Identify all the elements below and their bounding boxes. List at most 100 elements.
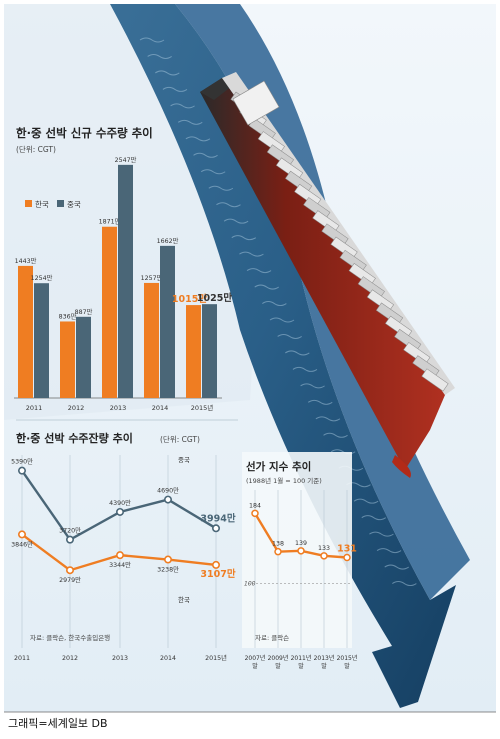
index-point-4 — [343, 553, 351, 562]
wave-stroke — [376, 548, 402, 554]
container-row — [366, 289, 395, 313]
line-point-china-0 — [17, 466, 26, 475]
bar-label-korea-0: 1443만 — [15, 256, 37, 265]
index-tick-year-4: 2015년 — [337, 654, 358, 662]
line-label-china-2: 4390만 — [109, 498, 131, 507]
bar-chart-unit: (단위: CGT) — [16, 144, 56, 154]
container-row — [266, 144, 295, 168]
index-point-2 — [297, 547, 305, 555]
index-tick-year-3: 2013년 — [314, 654, 335, 662]
index-point-1 — [274, 547, 282, 556]
container-row — [412, 355, 440, 379]
bar-label-china-1: 887만 — [75, 307, 93, 316]
line-point-china-2 — [116, 507, 125, 516]
wave-stroke — [353, 498, 379, 504]
bar-tick-2: 2013 — [110, 404, 127, 412]
line-point-korea-4 — [212, 560, 221, 569]
wave-stroke — [246, 268, 272, 274]
container-row — [403, 342, 431, 366]
index-chart-source: 자료: 클락슨 — [255, 633, 289, 642]
wave-stroke — [392, 581, 417, 587]
wave-stroke — [223, 218, 249, 224]
credit-text: 그래픽=세계일보 DB — [8, 716, 108, 730]
wave-stroke — [239, 251, 264, 257]
wave-stroke — [147, 53, 172, 59]
line-label-china-1: 3720만 — [59, 526, 81, 535]
legend-label-korea: 한국 — [35, 200, 49, 209]
line-chart-unit: (단위: CGT) — [160, 434, 200, 444]
wave-stroke — [285, 350, 310, 356]
wave-stroke — [254, 284, 279, 290]
wave-stroke — [139, 37, 165, 43]
wave-stroke — [300, 383, 325, 389]
line-tick-1: 2012 — [62, 655, 78, 662]
wave-stroke — [323, 432, 348, 438]
index-label-0: 184 — [249, 502, 261, 509]
container-row — [357, 276, 385, 300]
line-label-korea-1: 2979만 — [59, 575, 81, 584]
bar-china-2 — [118, 164, 133, 398]
wave-stroke — [200, 169, 226, 175]
line-tick-2: 2013 — [112, 655, 128, 662]
line-point-korea-0 — [17, 530, 26, 539]
bar-korea-2 — [102, 226, 117, 398]
line-point-china-3 — [164, 495, 173, 504]
wave-stroke — [177, 119, 203, 125]
wave-stroke — [307, 399, 333, 405]
container-row — [339, 249, 367, 273]
down-arrow — [110, 4, 456, 708]
bar-china-1 — [76, 316, 91, 398]
line-chart-source: 자료: 클락슨, 한국수출입은행 — [30, 633, 110, 642]
wave-stroke — [369, 531, 394, 537]
wave-stroke — [208, 185, 234, 191]
wave-stroke — [162, 86, 188, 92]
bar-china-0 — [34, 283, 49, 398]
legend-label-china: 중국 — [67, 200, 81, 209]
index-point-0 — [251, 509, 259, 518]
bridge-tower — [232, 80, 280, 126]
index-chart-subtitle: (1988년 1월 = 100 기준) — [246, 476, 322, 485]
wave-stroke — [231, 235, 257, 241]
wave-texture — [139, 37, 417, 587]
index-tick-month-4: 말 — [344, 662, 350, 670]
bar-label-china-2: 2547만 — [115, 155, 137, 164]
container-row — [421, 368, 449, 392]
container-ship — [200, 72, 455, 478]
line-label-korea-0: 3846만 — [11, 539, 33, 548]
container-row — [321, 223, 349, 247]
container-row — [385, 315, 413, 339]
container-row — [294, 183, 322, 207]
line-tick-0: 2011 — [14, 655, 30, 662]
line-point-china-4 — [212, 524, 221, 533]
line-tick-4: 2015년 — [205, 653, 227, 662]
bar-tick-3: 2014 — [152, 404, 169, 412]
line-chart-title: 한·중 선박 수주잔량 추이 — [16, 431, 133, 445]
wave-stroke — [361, 515, 387, 521]
bar-tick-0: 2011 — [26, 404, 43, 412]
container-row — [394, 328, 422, 352]
wave-stroke — [185, 136, 211, 142]
line-label-korea-3: 3238만 — [157, 565, 179, 574]
wave-stroke — [216, 202, 241, 208]
wave-stroke — [193, 152, 218, 158]
line-series-name-china: 중국 — [178, 456, 190, 464]
container-row — [303, 197, 331, 221]
bulbous-bow — [392, 455, 411, 478]
wave-stroke — [384, 564, 409, 570]
wave-stroke — [315, 416, 341, 422]
index-tick-month-2: 말 — [298, 662, 304, 670]
container-row — [257, 131, 285, 155]
line-point-korea-3 — [164, 555, 173, 564]
container-row — [275, 157, 304, 181]
index-label-3: 133 — [318, 545, 330, 552]
index-tick-month-3: 말 — [321, 662, 327, 670]
line-label-china-0: 5390만 — [11, 457, 33, 466]
bar-korea-1 — [60, 321, 75, 398]
bar-label-china-3: 1662만 — [157, 236, 179, 245]
bar-china-3 — [160, 245, 175, 398]
line-point-korea-2 — [116, 551, 125, 560]
container-row — [285, 170, 313, 194]
line-tick-3: 2014 — [160, 655, 176, 662]
container-row — [375, 302, 404, 326]
wave-stroke — [262, 301, 287, 307]
